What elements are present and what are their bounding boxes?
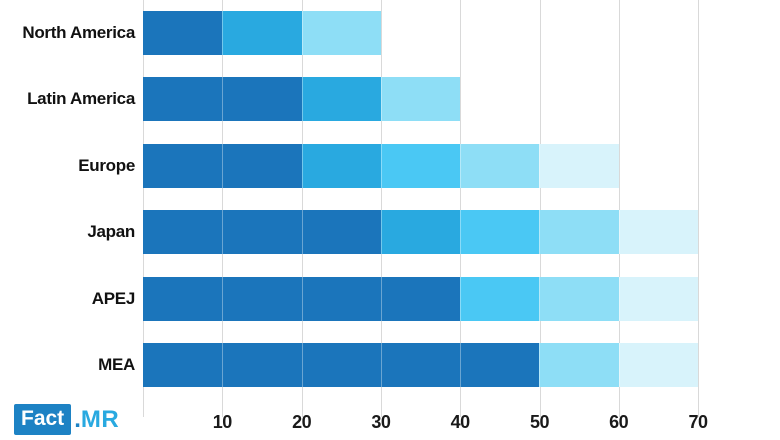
bar-segment-japan-0 — [143, 210, 381, 255]
x-tick-label-60: 60 — [609, 412, 629, 432]
gridline-40 — [460, 0, 462, 417]
gridline-70 — [698, 0, 699, 417]
gridline-0 — [143, 0, 144, 417]
bar-segment-europe-1 — [301, 143, 381, 188]
bar-apej — [143, 276, 698, 321]
gridline-60 — [618, 0, 620, 417]
x-tick-label-10: 10 — [212, 412, 233, 432]
bar-separator — [380, 210, 382, 255]
bar-separator — [460, 210, 462, 255]
bar-separator — [460, 343, 462, 387]
bar-separator — [301, 210, 303, 255]
bar-separator — [618, 210, 620, 255]
bar-segment-europe-0 — [143, 143, 302, 188]
bar-segment-europe-3 — [460, 143, 540, 188]
bar-segment-north-america-2 — [301, 11, 381, 55]
bar-separator — [380, 143, 382, 188]
x-tick-label-50: 50 — [529, 412, 550, 432]
bar-separator — [380, 77, 382, 122]
x-tick-label-20: 20 — [292, 412, 312, 432]
bar-segment-north-america-1 — [222, 11, 302, 55]
gridline-20 — [301, 0, 303, 417]
bar-segment-latin-america-2 — [380, 77, 461, 122]
bar-separator — [301, 77, 303, 122]
bar-separator — [222, 210, 224, 255]
x-tick-label-30: 30 — [371, 412, 391, 432]
logo-fact-box: Fact — [14, 404, 72, 435]
bar-segment-north-america-0 — [143, 11, 223, 55]
bar-separator — [539, 276, 541, 321]
bar-separator — [618, 276, 620, 321]
x-tick-label-70: 70 — [688, 412, 708, 432]
bar-latin-america — [143, 77, 461, 122]
gridline-30 — [380, 0, 382, 417]
bar-japan — [143, 210, 698, 255]
logo-dot: . — [74, 405, 81, 433]
category-label-latin-america: Latin America — [27, 89, 135, 109]
category-label-europe: Europe — [78, 155, 135, 175]
bar-mea — [143, 343, 698, 387]
bar-segment-latin-america-1 — [301, 77, 381, 122]
bar-separator — [380, 276, 382, 321]
bar-separator — [301, 276, 303, 321]
category-label-japan: Japan — [87, 222, 135, 242]
bar-segment-japan-4 — [618, 210, 698, 255]
bar-segment-europe-2 — [380, 143, 461, 188]
logo-mr-text: MR — [80, 405, 120, 433]
bar-separator — [539, 343, 541, 387]
bar-separator — [301, 143, 303, 188]
bar-segment-apej-2 — [539, 276, 619, 321]
bar-separator — [539, 143, 541, 188]
bar-separator — [618, 343, 620, 387]
x-tick-label-40: 40 — [450, 412, 471, 432]
bar-segment-latin-america-0 — [143, 77, 302, 122]
bar-north-america — [143, 11, 381, 55]
bar-separator — [222, 77, 224, 122]
category-label-mea: MEA — [98, 355, 135, 374]
bar-segment-europe-4 — [539, 143, 619, 188]
bar-separator — [301, 11, 303, 55]
bar-separator — [301, 343, 303, 387]
bar-segment-apej-0 — [143, 276, 461, 321]
bar-separator — [222, 276, 224, 321]
bar-segment-mea-0 — [143, 343, 540, 387]
bar-segment-japan-2 — [460, 210, 540, 255]
factmr-logo: Fact . MR — [14, 404, 119, 435]
bar-segment-japan-3 — [539, 210, 619, 255]
bar-separator — [539, 210, 541, 255]
gridline-10 — [222, 0, 224, 417]
bar-segment-japan-1 — [380, 210, 461, 255]
bar-separator — [380, 343, 382, 387]
bar-segment-mea-1 — [539, 343, 619, 387]
bar-separator — [460, 276, 462, 321]
bar-separator — [222, 343, 224, 387]
bar-europe — [143, 143, 619, 188]
bar-separator — [222, 11, 224, 55]
bar-segment-apej-1 — [460, 276, 540, 321]
category-label-apej: APEJ — [91, 288, 136, 308]
bar-segment-apej-3 — [618, 276, 698, 321]
bar-separator — [222, 143, 224, 188]
category-label-north-america: North America — [22, 23, 135, 42]
bar-segment-mea-2 — [618, 343, 698, 387]
gridline-50 — [539, 0, 541, 417]
bar-separator — [460, 143, 462, 188]
